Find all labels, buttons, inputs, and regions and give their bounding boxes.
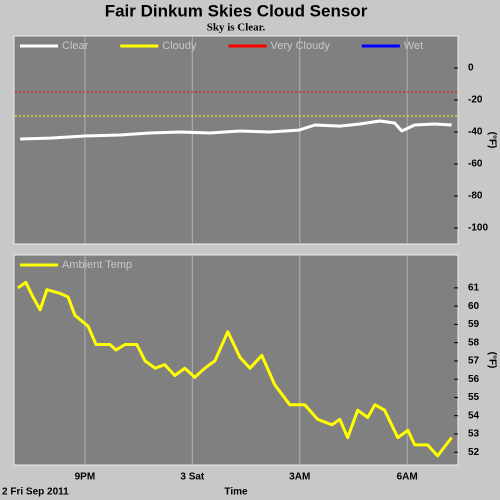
y-tick-label: 58 <box>468 337 480 348</box>
y-tick-label: 53 <box>468 429 480 440</box>
x-tick-label: 3AM <box>289 472 310 483</box>
y-tick-label: 54 <box>468 410 480 421</box>
plot-area <box>13 35 459 245</box>
x-tick-label: 3 Sat <box>180 472 205 483</box>
data-line <box>20 119 452 141</box>
chart-title: Fair Dinkum Skies Cloud Sensor <box>105 1 368 20</box>
chart-subtitle: Sky is Clear. <box>207 22 266 34</box>
y-tick-label: 59 <box>468 319 480 330</box>
y-axis-label: (°F) <box>486 352 497 369</box>
y-tick-label: 61 <box>468 283 480 294</box>
y-tick-label: -100 <box>468 223 488 234</box>
y-tick-label: -40 <box>468 127 483 138</box>
y-tick-label: 52 <box>468 447 480 458</box>
y-axis-label: (°F) <box>486 132 497 149</box>
data-line <box>17 280 453 458</box>
y-tick-label: -80 <box>468 191 483 202</box>
plot-area <box>13 254 459 466</box>
y-tick-label: -60 <box>468 159 483 170</box>
legend-label: Wet <box>404 40 423 52</box>
y-tick-label: 57 <box>468 356 480 367</box>
y-tick-label: 56 <box>468 374 480 385</box>
x-tick-label: 6AM <box>397 472 418 483</box>
y-tick-label: 0 <box>468 63 474 74</box>
legend-label: Cloudy <box>162 40 197 52</box>
y-tick-label: -20 <box>468 95 483 106</box>
x-tick-label: 9PM <box>75 472 96 483</box>
y-tick-label: 55 <box>468 392 480 403</box>
legend-label: Ambient Temp <box>62 259 132 271</box>
legend-label: Very Cloudy <box>271 40 331 52</box>
legend-label: Clear <box>62 40 89 52</box>
x-start-label: 2 Fri Sep 2011 <box>2 487 69 498</box>
y-tick-label: 60 <box>468 301 480 312</box>
x-axis-label: Time <box>224 487 248 498</box>
